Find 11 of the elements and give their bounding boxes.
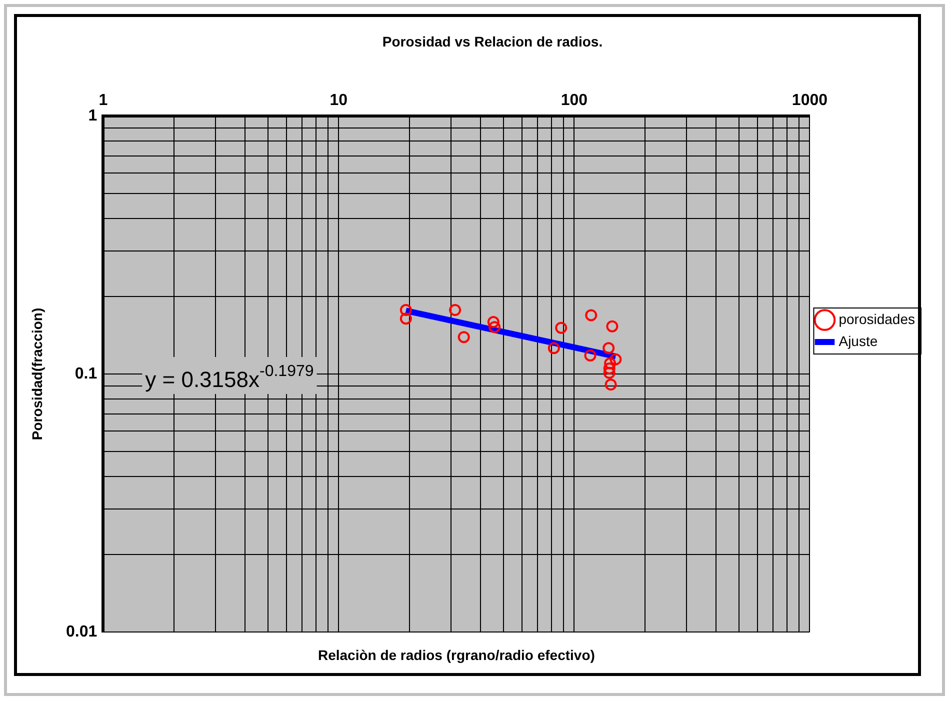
y-axis-title: Porosidad(fraccion) — [28, 308, 45, 440]
y-tick-label: 1 — [88, 107, 98, 124]
chart-title: Porosidad vs Relacion de radios. — [382, 33, 603, 50]
y-tick-label: 0.1 — [74, 365, 98, 382]
x-tick-label: 10 — [330, 92, 348, 109]
x-tick-label: 100 — [560, 92, 588, 109]
y-tick-label: 0.01 — [66, 623, 98, 640]
x-tick-label: 1000 — [792, 92, 828, 109]
legend-label: porosidades — [838, 310, 916, 327]
legend-label: Ajuste — [838, 332, 878, 349]
x-axis-title: Relaciòn de radios (rgrano/radio efectivo) — [318, 646, 595, 663]
